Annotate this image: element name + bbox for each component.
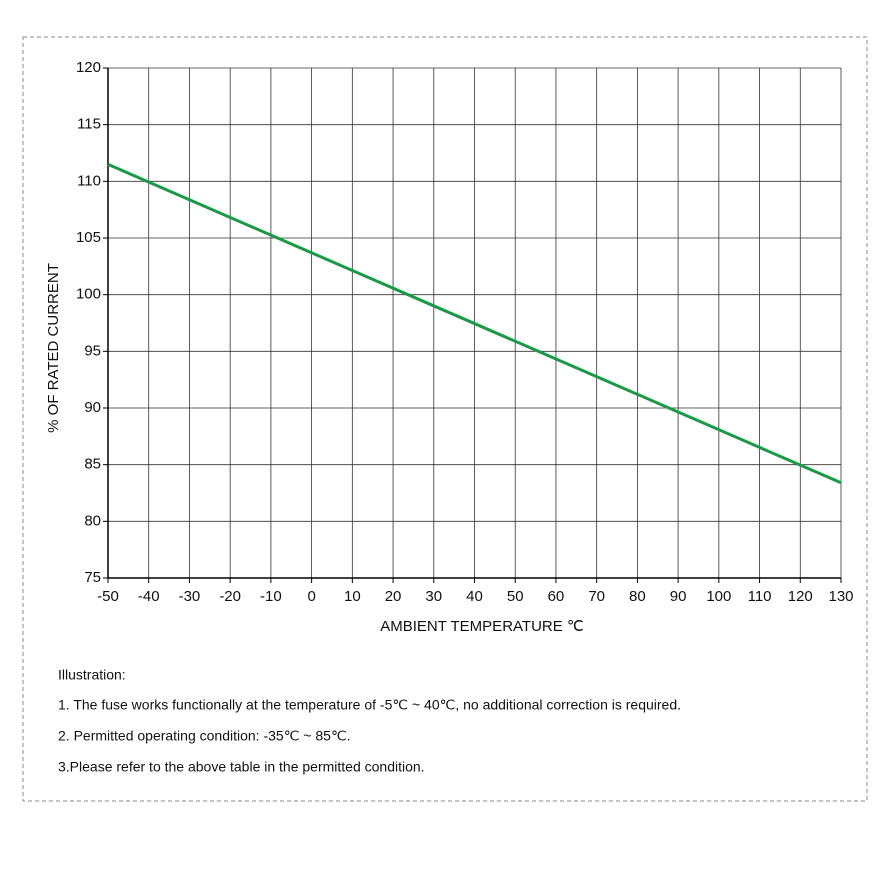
data-line [107,162,842,485]
x-tick-label: 10 [344,588,361,605]
x-tick-label: -30 [179,588,201,605]
x-tick-label: 60 [548,588,565,605]
y-tick-label: 120 [76,59,101,76]
x-axis-label: AMBIENT TEMPERATURE ℃ [380,618,584,635]
border [22,36,868,802]
x-tick-label: 110 [748,588,772,605]
y-tick-label: 110 [77,172,101,189]
x-tick-label: -20 [219,588,241,605]
x-tick-label: 70 [588,588,605,605]
note-item: 2. Permitted operating condition: -35℃ ~… [58,728,351,744]
y-tick-label: 80 [84,512,101,529]
y-axis-label: % OF RATED CURRENT [45,263,62,433]
notes-title: Illustration: [58,667,126,683]
y-tick-label: 105 [76,229,101,246]
y-tick-label: 95 [84,342,101,359]
x-tick-label: 100 [706,588,731,605]
y-tick-label: 75 [84,569,101,586]
x-tick-label: 40 [466,588,483,605]
x-tick-label: 20 [385,588,402,605]
y-tick-label: 115 [77,116,101,133]
x-tick-label: 90 [670,588,687,605]
x-tick-label: 50 [507,588,524,605]
note-item: 3.Please refer to the above table in the… [58,759,425,775]
x-tick-label: 120 [788,588,813,605]
x-tick-label: -10 [260,588,282,605]
x-tick-label: 130 [828,588,853,605]
y-tick-label: 90 [84,399,101,416]
x-tick-label: -50 [97,588,119,605]
x-tick-label: -40 [138,588,160,605]
y-tick-label: 100 [76,286,101,303]
x-tick-label: 0 [307,588,315,605]
x-tick-label: 80 [629,588,646,605]
y-tick-label: 85 [84,456,101,473]
x-tick-label: 30 [425,588,442,605]
note-item: 1. The fuse works functionally at the te… [58,697,681,713]
